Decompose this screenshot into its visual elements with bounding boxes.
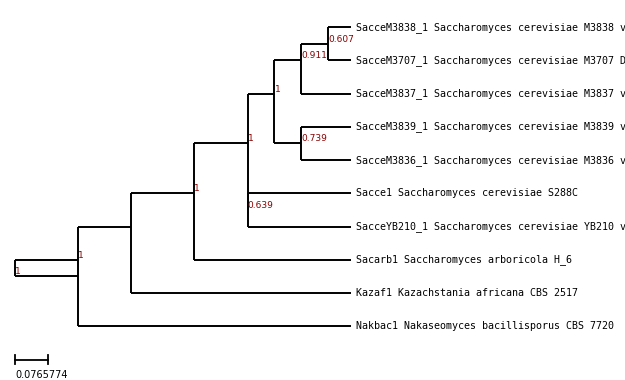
Text: 0.639: 0.639 [248,201,274,210]
Text: SacceYB210_1 Saccharomyces cerevisiae YB210 v1.0: SacceYB210_1 Saccharomyces cerevisiae YB… [356,221,625,232]
Text: 0.607: 0.607 [328,35,354,44]
Text: 0.739: 0.739 [301,135,328,143]
Text: Nakbac1 Nakaseomyces bacillisporus CBS 7720: Nakbac1 Nakaseomyces bacillisporus CBS 7… [356,321,614,331]
Text: SacceM3838_1 Saccharomyces cerevisiae M3838 v1.0: SacceM3838_1 Saccharomyces cerevisiae M3… [356,22,625,33]
Text: SacceM3837_1 Saccharomyces cerevisiae M3837 v1.0: SacceM3837_1 Saccharomyces cerevisiae M3… [356,88,625,99]
Text: 0.0765774: 0.0765774 [15,369,68,380]
Text: 1: 1 [78,251,84,260]
Text: 0.911: 0.911 [301,51,328,60]
Text: 1: 1 [194,184,200,193]
Text: SacceM3707_1 Saccharomyces cerevisiae M3707 Dikaryon: SacceM3707_1 Saccharomyces cerevisiae M3… [356,55,625,66]
Text: 1: 1 [248,135,253,143]
Text: 1: 1 [15,268,21,277]
Text: SacceM3836_1 Saccharomyces cerevisiae M3836 v1.0: SacceM3836_1 Saccharomyces cerevisiae M3… [356,155,625,166]
Text: Kazaf1 Kazachstania africana CBS 2517: Kazaf1 Kazachstania africana CBS 2517 [356,288,578,298]
Text: 1: 1 [274,85,280,93]
Text: SacceM3839_1 Saccharomyces cerevisiae M3839 v1.0: SacceM3839_1 Saccharomyces cerevisiae M3… [356,121,625,132]
Text: Sacarb1 Saccharomyces arboricola H_6: Sacarb1 Saccharomyces arboricola H_6 [356,254,572,265]
Text: Sacce1 Saccharomyces cerevisiae S288C: Sacce1 Saccharomyces cerevisiae S288C [356,188,578,198]
